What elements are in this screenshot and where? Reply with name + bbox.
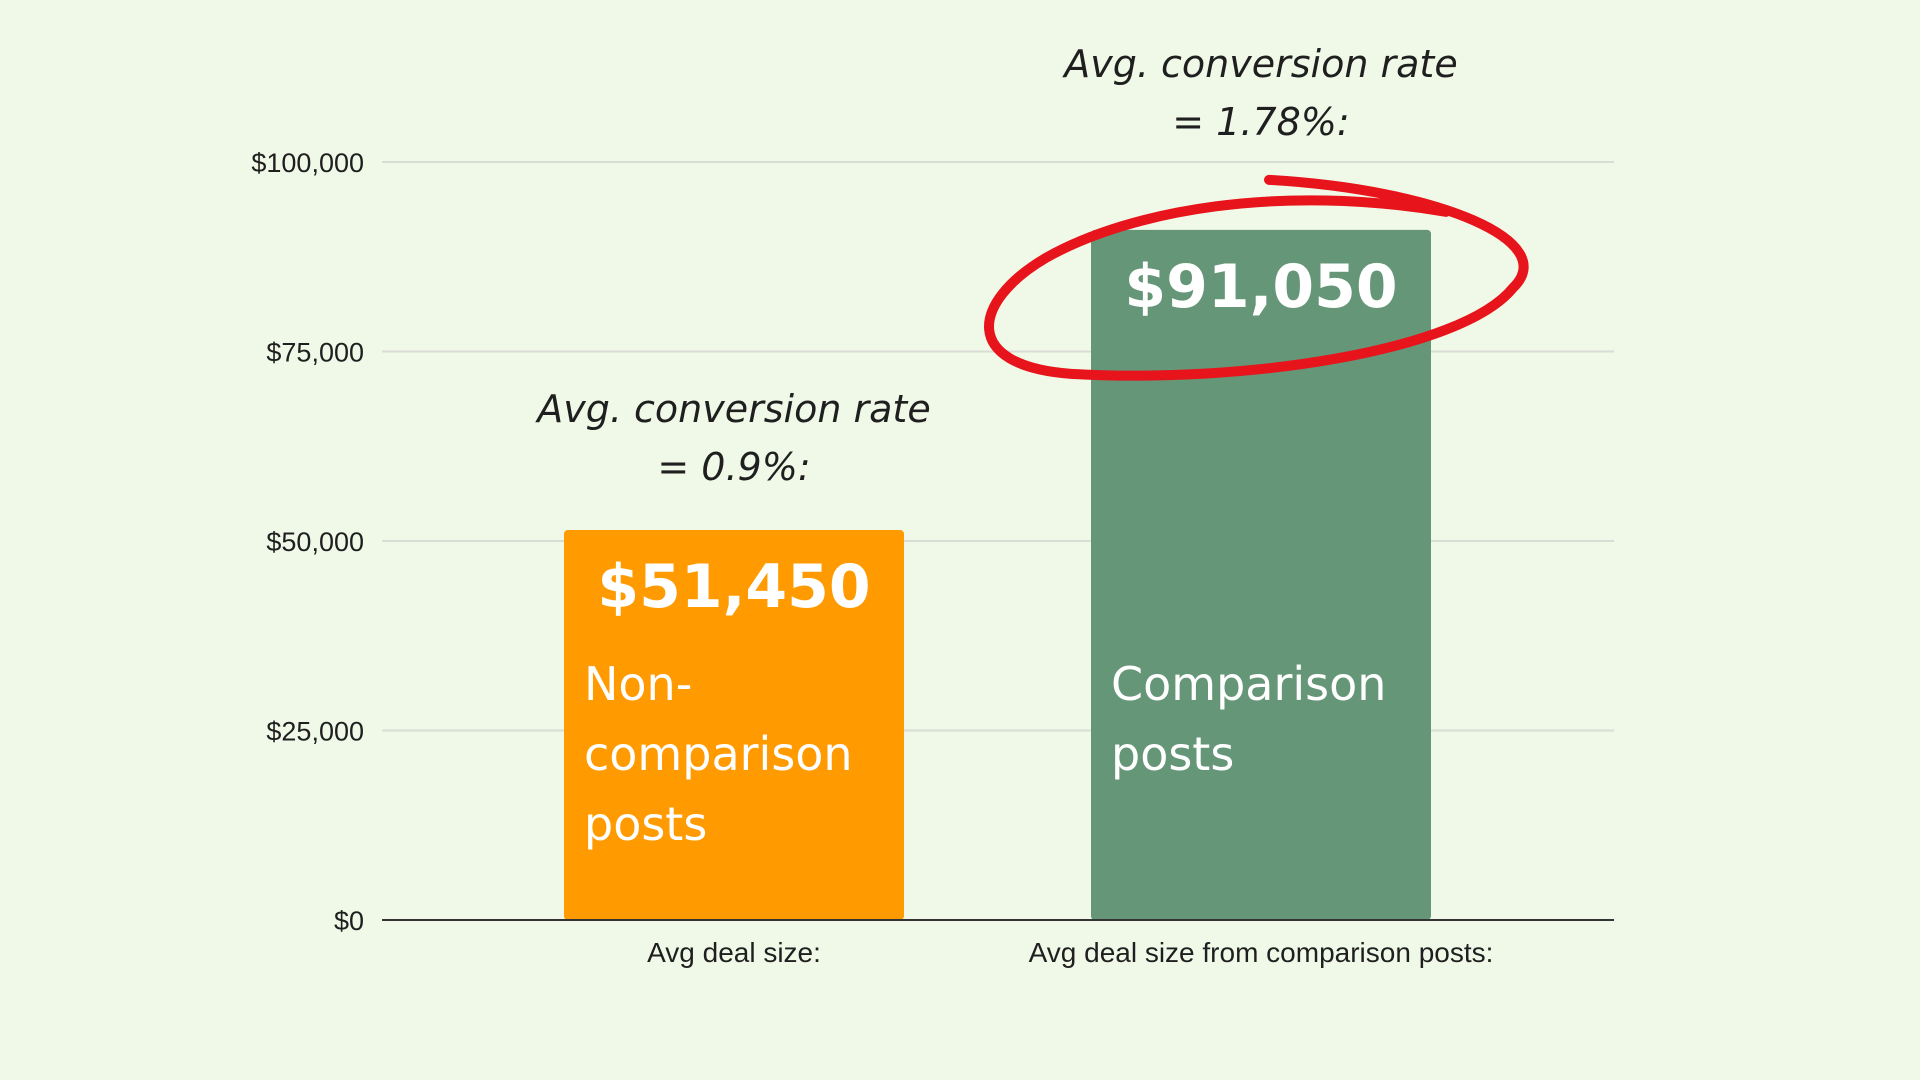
category-labels: Avg deal size: Avg deal size from compari… bbox=[647, 937, 1493, 968]
highlight-ring-stroke bbox=[984, 174, 1529, 381]
bar-annotation-line: Avg. conversion rate bbox=[534, 387, 930, 431]
y-tick-label: $25,000 bbox=[266, 717, 364, 747]
bars: $51,450 Non-comparison posts $91,050 Compari… bbox=[564, 229, 1431, 920]
bar-inner-label-line: comparison bbox=[584, 727, 853, 781]
bar-inner-label-line: Non- bbox=[584, 657, 692, 711]
y-tick-label: $50,000 bbox=[266, 527, 364, 557]
category-label: Avg deal size from comparison posts: bbox=[1029, 937, 1494, 968]
category-label: Avg deal size: bbox=[647, 937, 821, 968]
bar bbox=[564, 530, 904, 920]
bar-inner-label-line: posts bbox=[584, 797, 707, 851]
bar-inner-label: Non-comparison posts bbox=[584, 657, 853, 851]
bar bbox=[1091, 229, 1431, 920]
bar-inner-label-line: posts bbox=[1111, 727, 1234, 781]
annotations: Avg. conversion rate = 0.9%:Avg. conversi… bbox=[534, 42, 1457, 489]
bar-value-label: $51,450 bbox=[597, 552, 870, 622]
bar-value-label: $91,050 bbox=[1124, 252, 1397, 322]
bar-annotation-line: = 0.9%: bbox=[657, 445, 810, 489]
y-tick-label: $100,000 bbox=[251, 148, 364, 178]
y-tick-label: $0 bbox=[334, 906, 364, 936]
bar-annotation: Avg. conversion rate = 0.9%: bbox=[534, 387, 930, 489]
bar-annotation: Avg. conversion rate = 1.78%: bbox=[1061, 42, 1457, 144]
y-tick-label: $75,000 bbox=[266, 338, 364, 368]
bar-inner-label-line: Comparison bbox=[1111, 657, 1386, 711]
bar-annotation-line: Avg. conversion rate bbox=[1061, 42, 1457, 86]
highlight-ring bbox=[984, 174, 1529, 381]
bar-annotation-line: = 1.78%: bbox=[1172, 100, 1349, 144]
bar-inner-label: Comparison posts bbox=[1111, 657, 1386, 781]
y-axis-tick-labels: $0 $25,000 $50,000 $75,000 $100,000 bbox=[251, 148, 364, 936]
